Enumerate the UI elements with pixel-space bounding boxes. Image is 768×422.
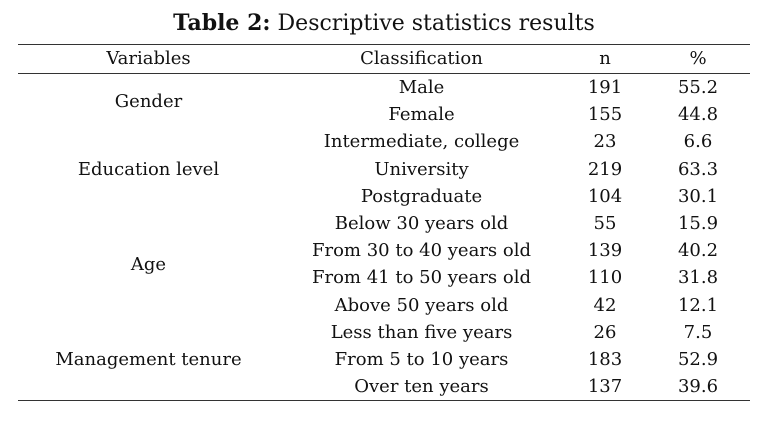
classification-cell: University <box>374 158 469 180</box>
header-n: n <box>599 48 611 69</box>
n-cell: 26 <box>593 321 617 343</box>
percent-cell: 40.2 <box>677 240 719 262</box>
variable-management-tenure: Management tenure <box>55 348 242 370</box>
header-variables: Variables <box>106 48 191 69</box>
classification-cell: Postgraduate <box>360 185 483 207</box>
table-caption-label: Table 2: <box>173 10 271 36</box>
table-caption-title: Descriptive statistics results <box>277 11 595 36</box>
n-cell: 110 <box>587 267 623 289</box>
table-row: From 41 to 50 years old 110 31.8 <box>18 264 750 291</box>
n-cell: 104 <box>587 185 623 207</box>
percent-cell: 15.9 <box>677 213 719 235</box>
classification-cell: Over ten years <box>354 376 489 398</box>
percent-cell: 39.6 <box>677 376 719 398</box>
table-row: Female 155 44.8 <box>18 101 750 128</box>
classification-cell: Intermediate, college <box>323 131 520 153</box>
classification-cell: Below 30 years old <box>334 213 509 235</box>
table-row: Above 50 years old 42 12.1 <box>18 292 750 319</box>
table-header-row: Variables Classification n % <box>18 44 750 74</box>
classification-cell: Less than five years <box>330 321 513 343</box>
classification-cell: From 30 to 40 years old <box>312 240 531 262</box>
table-row: University 219 63.3 <box>18 156 750 183</box>
n-cell: 219 <box>587 158 623 180</box>
n-cell: 55 <box>593 213 617 235</box>
n-cell: 139 <box>587 240 623 262</box>
variable-gender: Gender <box>114 90 183 112</box>
percent-cell: 6.6 <box>683 131 713 153</box>
header-percent: % <box>689 48 707 69</box>
percent-cell: 55.2 <box>677 77 719 99</box>
classification-cell: From 41 to 50 years old <box>312 267 531 289</box>
table-row: Gender Male 191 55.2 <box>18 74 750 112</box>
classification-cell: Male <box>398 77 445 99</box>
header-classification: Classification <box>360 48 483 69</box>
classification-cell: Above 50 years old <box>334 294 509 316</box>
percent-cell: 30.1 <box>677 185 719 207</box>
table-row: Age Below 30 years old 55 15.9 <box>18 210 750 275</box>
table-row: From 30 to 40 years old 139 40.2 <box>18 237 750 264</box>
table-row: From 5 to 10 years 183 52.9 <box>18 346 750 373</box>
table-caption: Table 2: Descriptive statistics results <box>0 8 768 39</box>
n-cell: 183 <box>587 348 623 370</box>
n-cell: 191 <box>587 77 623 99</box>
descriptive-statistics-table: Variables Classification n % Gender Male… <box>18 44 750 401</box>
percent-cell: 12.1 <box>677 294 719 316</box>
table-row: Over ten years 137 39.6 <box>18 373 750 401</box>
classification-cell: Female <box>388 104 455 126</box>
n-cell: 137 <box>587 376 623 398</box>
percent-cell: 7.5 <box>683 321 713 343</box>
table-row: Postgraduate 104 30.1 <box>18 183 750 210</box>
n-cell: 42 <box>593 294 617 316</box>
table-row: Education level Intermediate, college 23… <box>18 128 750 179</box>
variable-education-level: Education level <box>77 158 220 180</box>
classification-cell: From 5 to 10 years <box>334 348 509 370</box>
variable-age: Age <box>130 253 167 275</box>
percent-cell: 63.3 <box>677 158 719 180</box>
n-cell: 23 <box>593 131 617 153</box>
percent-cell: 52.9 <box>677 348 719 370</box>
percent-cell: 44.8 <box>677 104 719 126</box>
n-cell: 155 <box>587 104 623 126</box>
table-row: Management tenure Less than five years 2… <box>18 319 750 370</box>
percent-cell: 31.8 <box>677 267 719 289</box>
